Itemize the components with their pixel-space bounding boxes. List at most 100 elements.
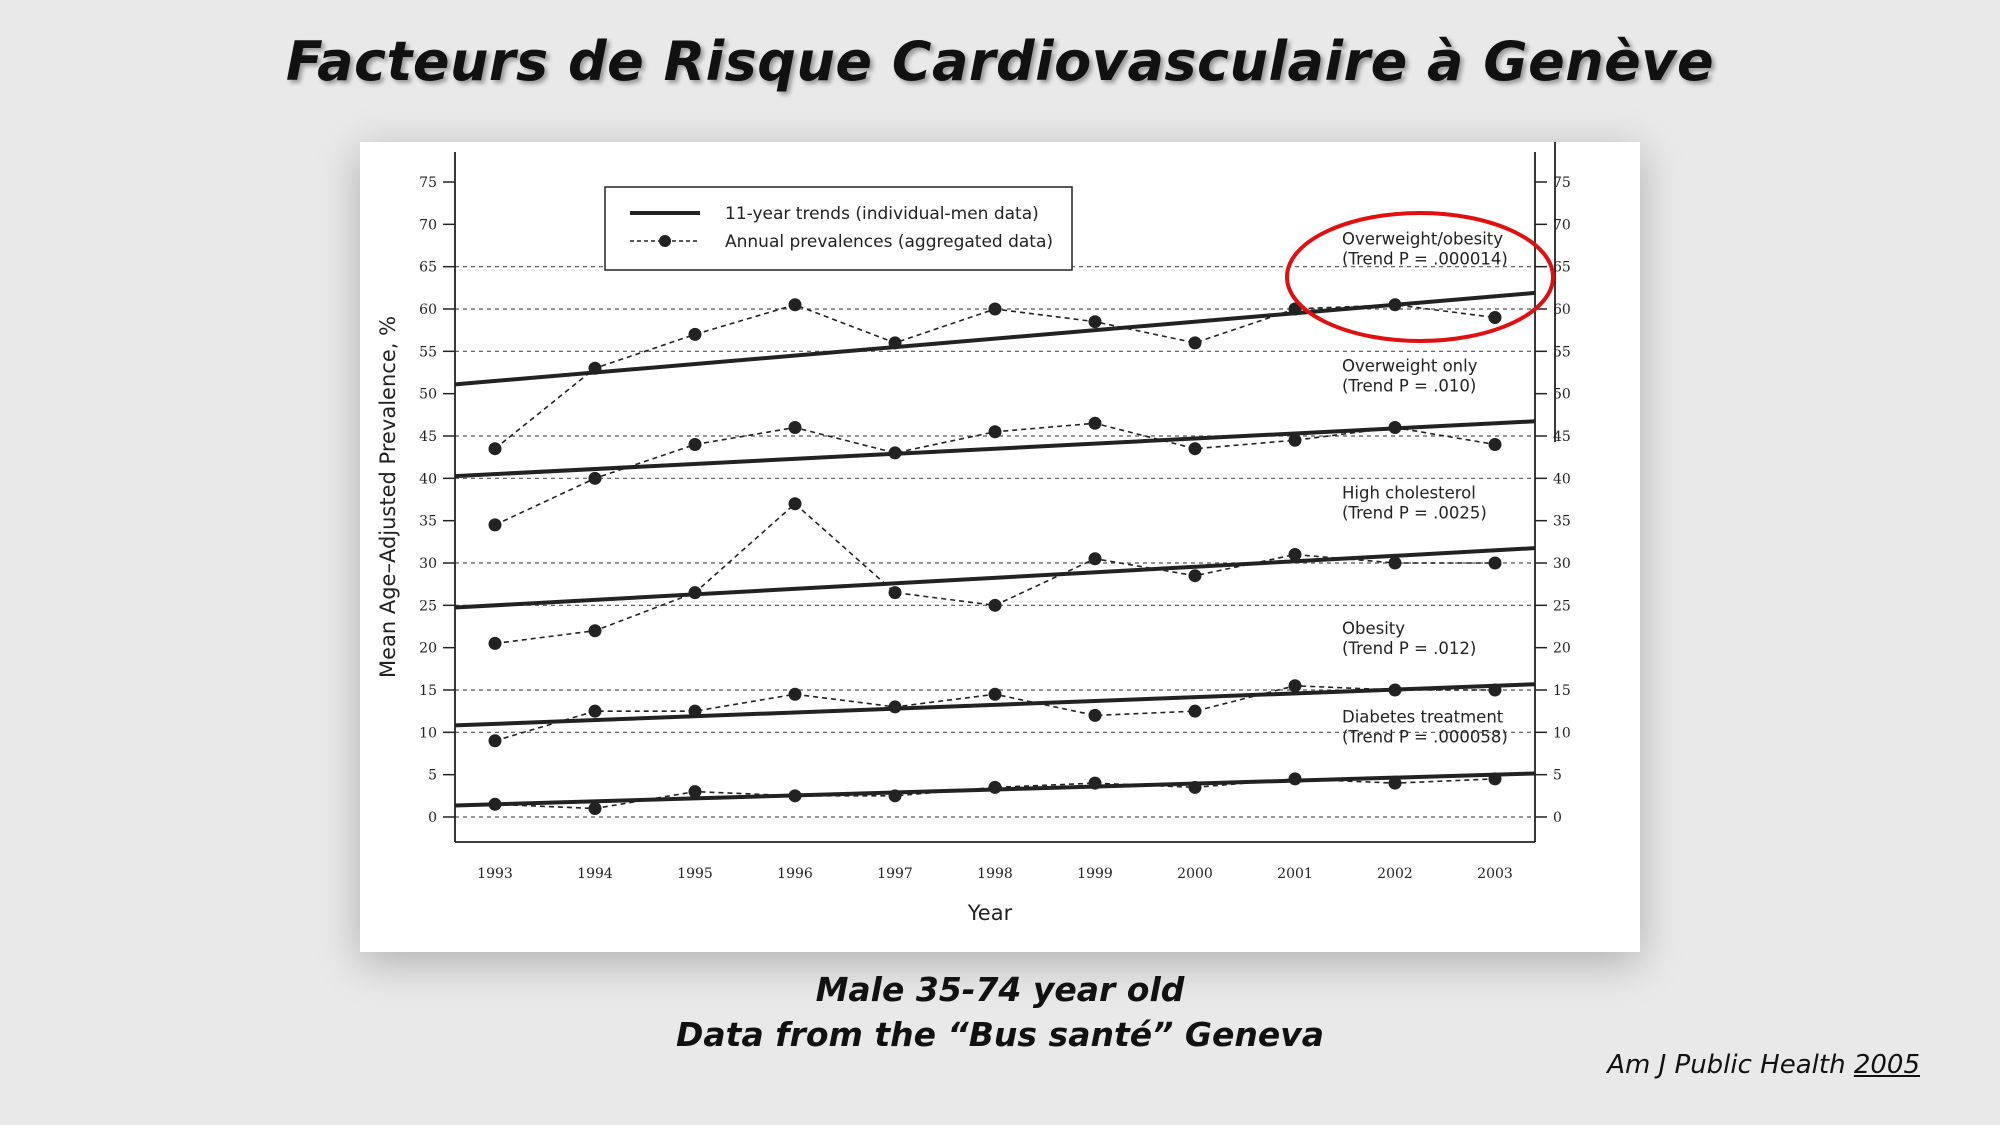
y-tick-label-left: 50 xyxy=(419,387,437,403)
data-point-overweight-obesity xyxy=(888,336,902,350)
legend-annual-marker xyxy=(659,235,671,247)
data-point-high-cholesterol xyxy=(788,497,802,511)
data-point-diabetes-treatment xyxy=(688,785,702,799)
data-point-obesity xyxy=(688,704,702,718)
series-trend-p-overweight-obesity: (Trend P = .000014) xyxy=(1342,249,1508,268)
y-tick-label-left: 70 xyxy=(419,217,437,233)
y-tick-label-left: 10 xyxy=(419,725,437,741)
caption-population: Male 35-74 year old xyxy=(815,970,1185,1009)
data-point-obesity xyxy=(1488,683,1502,697)
y-tick-label-right: 60 xyxy=(1553,302,1571,318)
y-tick-label-left: 0 xyxy=(428,810,437,826)
x-tick-label: 1999 xyxy=(1077,866,1113,882)
series-label-overweight-obesity: Overweight/obesity xyxy=(1342,229,1503,248)
y-tick-label-left: 15 xyxy=(419,683,437,699)
data-point-high-cholesterol xyxy=(1388,556,1402,570)
y-tick-label-right: 55 xyxy=(1553,344,1571,360)
data-point-overweight-only xyxy=(588,471,602,485)
x-tick-label: 1998 xyxy=(977,866,1013,882)
y-tick-label-left: 25 xyxy=(419,598,437,614)
trend-line-obesity xyxy=(454,682,1536,728)
data-point-overweight-obesity xyxy=(788,298,802,312)
y-tick-label-right: 75 xyxy=(1553,175,1571,191)
data-point-high-cholesterol xyxy=(1488,556,1502,570)
data-point-high-cholesterol xyxy=(1288,548,1302,562)
data-point-high-cholesterol xyxy=(488,636,502,650)
series-label-obesity: Obesity xyxy=(1342,619,1405,638)
data-point-overweight-only xyxy=(888,446,902,460)
caption-data-source: Data from the “Bus santé” Geneva xyxy=(676,1015,1324,1054)
data-point-high-cholesterol xyxy=(888,586,902,600)
data-point-obesity xyxy=(1288,679,1302,693)
y-tick-label-right: 35 xyxy=(1553,514,1571,530)
y-tick-label-right: 50 xyxy=(1553,387,1571,403)
data-point-overweight-only xyxy=(1088,416,1102,430)
y-tick-label-left: 65 xyxy=(419,260,437,276)
data-point-overweight-obesity xyxy=(688,327,702,341)
y-tick-label-left: 30 xyxy=(419,556,437,572)
data-point-diabetes-treatment xyxy=(1288,772,1302,786)
data-point-diabetes-treatment xyxy=(588,802,602,816)
data-point-obesity xyxy=(1388,683,1402,697)
y-tick-label-right: 5 xyxy=(1553,768,1562,784)
data-point-high-cholesterol xyxy=(988,598,1002,612)
data-point-overweight-only xyxy=(788,421,802,435)
y-tick-label-right: 10 xyxy=(1553,725,1571,741)
data-point-high-cholesterol xyxy=(1088,552,1102,566)
y-tick-label-left: 40 xyxy=(419,471,437,487)
data-point-high-cholesterol xyxy=(688,586,702,600)
data-point-overweight-obesity xyxy=(1488,310,1502,324)
data-point-high-cholesterol xyxy=(1188,569,1202,583)
series-label-diabetes-treatment: Diabetes treatment xyxy=(1342,708,1504,727)
data-point-obesity xyxy=(1088,708,1102,722)
data-point-diabetes-treatment xyxy=(1388,776,1402,790)
x-tick-label: 2001 xyxy=(1277,866,1313,882)
y-tick-label-right: 40 xyxy=(1553,471,1571,487)
data-point-overweight-only xyxy=(1388,421,1402,435)
chart-figure: 0 0 5 5 10 10 15 15 20 20 25 25 30 30 35 35 40 40 45 45 50 50… xyxy=(360,142,1640,952)
y-tick-label-left: 60 xyxy=(419,302,437,318)
citation-journal: Am J Public Health xyxy=(1607,1050,1854,1080)
data-point-overweight-only xyxy=(488,518,502,532)
legend-annual-label: Annual prevalences (aggregated data) xyxy=(725,232,1053,252)
citation: Am J Public Health 2005 xyxy=(1607,1050,1920,1080)
data-point-overweight-obesity xyxy=(1288,302,1302,316)
data-point-high-cholesterol xyxy=(588,624,602,638)
data-point-obesity xyxy=(488,734,502,748)
x-tick-label: 1996 xyxy=(777,866,813,882)
slide-title: Facteurs de Risque Cardiovasculaire à Ge… xyxy=(285,30,1715,93)
data-point-overweight-obesity xyxy=(1388,298,1402,312)
legend-trend-label: 11-year trends (individual-men data) xyxy=(725,204,1039,224)
x-tick-label: 1993 xyxy=(477,866,513,882)
data-point-diabetes-treatment xyxy=(1188,780,1202,794)
y-tick-label-left: 20 xyxy=(419,641,437,657)
x-tick-label: 2002 xyxy=(1377,866,1413,882)
x-tick-label: 1997 xyxy=(877,866,913,882)
data-point-diabetes-treatment xyxy=(1088,776,1102,790)
data-point-diabetes-treatment xyxy=(988,780,1002,794)
data-point-diabetes-treatment xyxy=(1488,772,1502,786)
data-point-overweight-obesity xyxy=(1188,336,1202,350)
x-tick-label: 1995 xyxy=(677,866,713,882)
y-tick-label-left: 5 xyxy=(428,768,437,784)
data-point-overweight-only xyxy=(688,437,702,451)
series-trend-p-high-cholesterol: (Trend P = .0025) xyxy=(1342,503,1487,522)
y-tick-label-right: 20 xyxy=(1553,641,1571,657)
y-tick-label-left: 35 xyxy=(419,514,437,530)
y-tick-label-left: 45 xyxy=(419,429,437,445)
data-point-overweight-only xyxy=(988,425,1002,439)
data-point-obesity xyxy=(788,687,802,701)
data-point-obesity xyxy=(1188,704,1202,718)
y-tick-label-right: 65 xyxy=(1553,260,1571,276)
data-point-obesity xyxy=(988,687,1002,701)
y-tick-label-right: 45 xyxy=(1553,429,1571,445)
trend-line-overweight-obesity xyxy=(454,290,1536,387)
y-axis-title: Mean Age–Adjusted Prevalence, % xyxy=(376,316,400,678)
series-label-high-cholesterol: High cholesterol xyxy=(1342,483,1476,502)
data-point-overweight-obesity xyxy=(588,361,602,375)
data-point-overweight-obesity xyxy=(988,302,1002,316)
series-trend-p-obesity: (Trend P = .012) xyxy=(1342,639,1476,658)
highlight-circle xyxy=(1285,211,1555,343)
data-point-obesity xyxy=(888,700,902,714)
